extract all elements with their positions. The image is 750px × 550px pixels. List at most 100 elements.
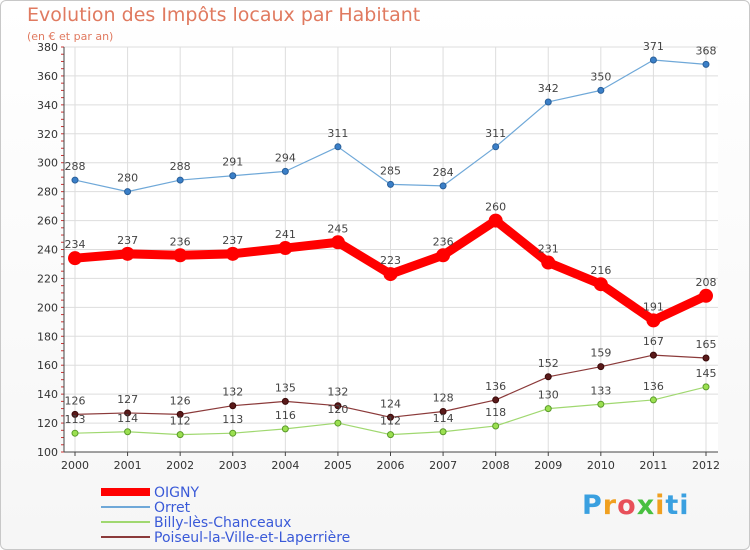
x-tick-label: 2003 — [219, 459, 247, 472]
data-point-3 — [124, 409, 132, 417]
y-tick-label: 360 — [37, 70, 58, 83]
legend-label: OIGNY — [154, 485, 199, 501]
data-point-0 — [278, 241, 293, 256]
y-tick-label: 100 — [37, 446, 58, 459]
data-point-1 — [439, 182, 447, 190]
data-point-3 — [176, 410, 184, 418]
data-label-0: 191 — [643, 300, 664, 313]
data-label-1: 280 — [117, 172, 138, 185]
x-tick-label: 2002 — [166, 459, 194, 472]
data-label-0: 241 — [275, 228, 296, 241]
y-tick-label: 380 — [37, 41, 58, 54]
data-label-0: 237 — [222, 234, 243, 247]
chart-subtitle: (en € et par an) — [27, 30, 114, 43]
data-label-0: 234 — [65, 238, 86, 251]
data-point-0 — [173, 248, 188, 263]
data-label-3: 127 — [117, 393, 138, 406]
x-tick-label: 2012 — [692, 459, 720, 472]
x-tick-label: 2009 — [534, 459, 562, 472]
data-point-1 — [387, 180, 394, 188]
data-point-3 — [387, 413, 394, 421]
data-point-3 — [544, 373, 552, 381]
data-point-0 — [225, 246, 240, 261]
data-label-1: 371 — [643, 40, 664, 53]
data-label-0: 236 — [170, 235, 191, 248]
x-tick-label: 2001 — [114, 459, 142, 472]
data-label-1: 342 — [538, 82, 559, 95]
data-label-2: 114 — [433, 412, 454, 425]
data-point-1 — [281, 167, 289, 175]
data-label-3: 159 — [590, 347, 611, 360]
data-label-2: 113 — [222, 413, 243, 426]
data-label-3: 128 — [433, 392, 454, 405]
x-tick-label: 2011 — [639, 459, 667, 472]
x-tick-label: 2008 — [482, 459, 510, 472]
y-tick-label: 180 — [37, 330, 58, 343]
data-label-3: 165 — [696, 338, 717, 351]
data-point-2 — [439, 428, 447, 436]
data-point-1 — [702, 60, 710, 68]
data-label-1: 284 — [433, 166, 454, 179]
data-label-1: 291 — [222, 156, 243, 169]
data-label-1: 311 — [485, 127, 506, 140]
x-tick-label: 2010 — [587, 459, 615, 472]
data-point-0 — [436, 248, 451, 263]
y-tick-label: 280 — [37, 186, 58, 199]
data-point-2 — [544, 405, 552, 413]
y-tick-label: 240 — [37, 244, 58, 257]
y-tick-label: 160 — [37, 359, 58, 372]
x-tick-label: 2004 — [271, 459, 299, 472]
data-label-3: 167 — [643, 335, 664, 348]
data-point-0 — [68, 251, 82, 266]
data-point-1 — [71, 176, 79, 184]
data-point-0 — [488, 213, 503, 228]
data-label-1: 285 — [380, 164, 401, 177]
data-label-2: 133 — [590, 384, 611, 397]
data-point-0 — [383, 267, 398, 282]
data-label-1: 350 — [590, 70, 611, 83]
x-tick-label: 2006 — [377, 459, 405, 472]
data-point-0 — [646, 313, 661, 328]
legend-label: Poiseul-la-Ville-et-Laperrière — [154, 530, 350, 546]
y-tick-label: 320 — [37, 128, 58, 141]
data-point-1 — [334, 143, 342, 151]
data-point-1 — [176, 176, 184, 184]
y-tick-label: 220 — [37, 272, 58, 285]
data-label-1: 294 — [275, 151, 296, 164]
data-label-3: 124 — [380, 397, 401, 410]
data-point-2 — [124, 428, 132, 436]
data-label-1: 288 — [65, 160, 86, 173]
data-label-2: 130 — [538, 389, 559, 402]
proxiti-logo: Proxiti — [582, 490, 690, 521]
data-label-2: 136 — [643, 380, 664, 393]
data-point-1 — [597, 86, 605, 94]
data-point-2 — [334, 419, 342, 427]
legend-label: Orret — [154, 500, 191, 516]
y-tick-label: 120 — [37, 417, 58, 430]
data-point-1 — [492, 143, 500, 151]
data-point-2 — [492, 422, 500, 430]
data-point-2 — [597, 400, 605, 408]
data-label-1: 368 — [696, 44, 717, 57]
data-label-2: 120 — [327, 403, 348, 416]
data-point-3 — [229, 402, 237, 410]
data-label-3: 136 — [485, 380, 506, 393]
data-point-1 — [649, 56, 657, 64]
data-label-2: 145 — [696, 367, 717, 380]
x-tick-label: 2007 — [429, 459, 457, 472]
data-point-2 — [649, 396, 657, 404]
x-tick-label: 2000 — [61, 459, 89, 472]
data-point-3 — [334, 402, 342, 410]
data-point-2 — [71, 429, 79, 437]
data-point-2 — [281, 425, 289, 433]
data-label-0: 245 — [327, 222, 348, 235]
y-tick-label: 340 — [37, 99, 58, 112]
data-point-1 — [124, 188, 132, 196]
data-label-3: 132 — [327, 386, 348, 399]
x-tick-label: 2005 — [324, 459, 352, 472]
y-tick-label: 200 — [37, 301, 58, 314]
legend-label: Billy-lès-Chanceaux — [154, 515, 291, 531]
data-point-0 — [120, 246, 135, 261]
y-tick-label: 140 — [37, 388, 58, 401]
